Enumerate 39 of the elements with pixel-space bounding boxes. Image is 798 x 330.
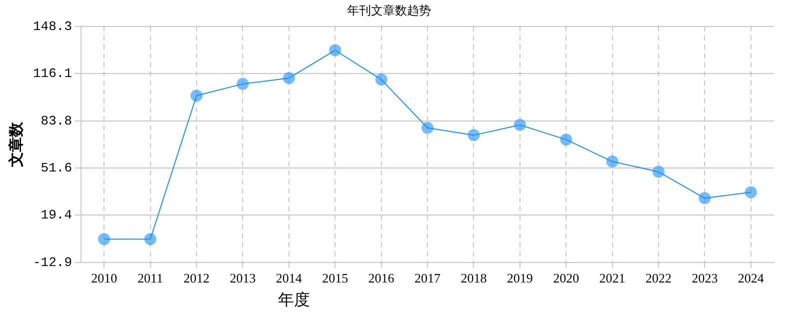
point <box>744 186 757 198</box>
point <box>652 166 664 178</box>
y-tick-label: 148.3 <box>32 18 72 34</box>
x-tick-label: 2015 <box>322 270 348 286</box>
x-tick-label: 2014 <box>276 270 302 286</box>
x-tick-label: 2021 <box>599 270 626 286</box>
point <box>282 72 295 84</box>
x-tick-label: 2022 <box>646 270 672 286</box>
x-tick-label: 2010 <box>91 270 118 286</box>
chart-title: 年刊文章数趋势 <box>347 3 431 18</box>
y-tick-label: 19.4 <box>40 208 72 223</box>
point <box>422 122 434 134</box>
y-tick-label: 116.1 <box>32 66 72 81</box>
point <box>606 156 618 168</box>
point <box>144 233 156 246</box>
point <box>698 192 711 204</box>
x-tick-label: 2013 <box>230 270 256 286</box>
point <box>98 233 110 246</box>
point <box>560 134 572 146</box>
point <box>514 118 526 131</box>
x-tick-label: 2019 <box>506 270 533 286</box>
x-tick-label: 2020 <box>553 270 580 286</box>
point <box>375 74 388 86</box>
x-tick-label: 2017 <box>414 270 442 286</box>
x-tick-label: 2024 <box>738 270 764 286</box>
x-tick-label: 2023 <box>692 270 718 286</box>
x-tick-label: 2011 <box>138 270 164 286</box>
x-tick-label: 2016 <box>368 270 395 286</box>
x-tick-label: 2012 <box>184 270 210 286</box>
y-tick-label: 83.8 <box>40 113 72 128</box>
point <box>236 78 249 90</box>
y-axis-title: 文章数 <box>6 120 25 168</box>
point <box>329 44 342 56</box>
y-tick-label: -12.9 <box>32 254 72 270</box>
y-tick-label: 51.6 <box>40 160 72 176</box>
x-axis-title: 年度 <box>278 290 310 311</box>
x-tick-label: 2018 <box>460 270 487 286</box>
point <box>468 129 480 142</box>
point <box>190 90 203 102</box>
